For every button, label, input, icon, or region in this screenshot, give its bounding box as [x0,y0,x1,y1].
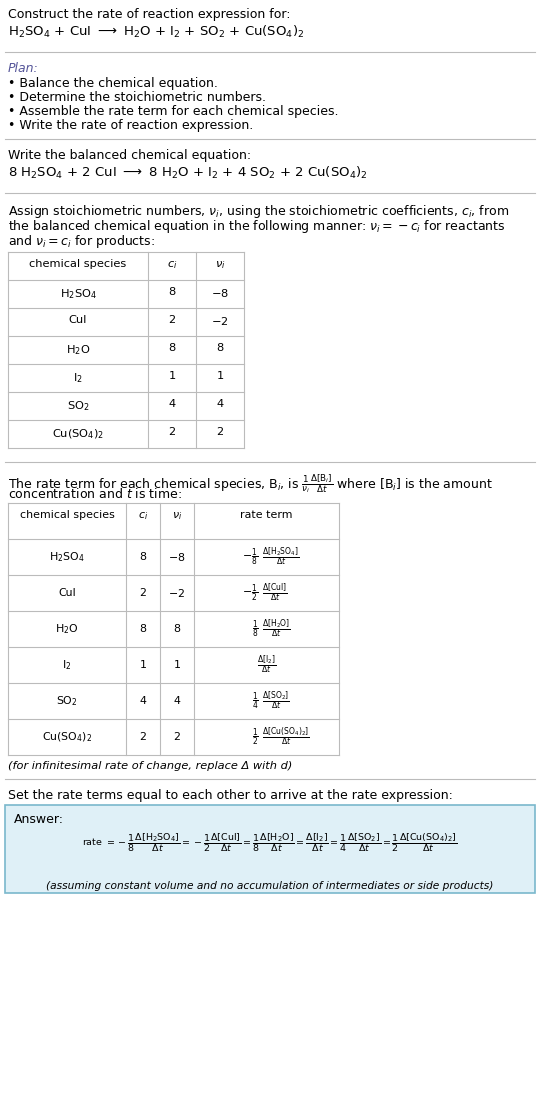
Text: 1: 1 [168,371,176,381]
Text: 8: 8 [168,287,176,297]
FancyBboxPatch shape [5,805,535,893]
Text: 2: 2 [139,588,146,598]
Text: 8: 8 [139,552,146,562]
Text: $\nu_i$: $\nu_i$ [215,259,225,271]
Text: 4: 4 [217,399,224,409]
Text: CuI: CuI [58,588,76,598]
Text: Set the rate terms equal to each other to arrive at the rate expression:: Set the rate terms equal to each other t… [8,790,453,802]
Text: $-2$: $-2$ [168,587,186,599]
Text: 2: 2 [217,427,224,437]
Text: Answer:: Answer: [14,813,64,826]
Text: $\frac{1}{8}$: $\frac{1}{8}$ [252,618,259,639]
Text: the balanced chemical equation in the following manner: $\nu_i = -c_i$ for react: the balanced chemical equation in the fo… [8,218,505,235]
Text: 8 H$_2$SO$_4$ + 2 CuI $\longrightarrow$ 8 H$_2$O + I$_2$ + 4 SO$_2$ + 2 Cu(SO$_4: 8 H$_2$SO$_4$ + 2 CuI $\longrightarrow$ … [8,165,368,181]
Text: H$_2$O: H$_2$O [66,342,90,357]
Text: 8: 8 [217,342,224,353]
Text: H$_2$SO$_4$ + CuI $\longrightarrow$ H$_2$O + I$_2$ + SO$_2$ + Cu(SO$_4$)$_2$: H$_2$SO$_4$ + CuI $\longrightarrow$ H$_2… [8,24,304,40]
Text: $\nu_i$: $\nu_i$ [172,510,182,522]
Text: and $\nu_i = c_i$ for products:: and $\nu_i = c_i$ for products: [8,234,155,250]
Text: $-8$: $-8$ [168,552,186,563]
Text: $-2$: $-2$ [211,315,229,327]
Text: $\frac{\Delta[\mathrm{H_2O}]}{\Delta t}$: $\frac{\Delta[\mathrm{H_2O}]}{\Delta t}$ [262,617,292,641]
Text: chemical species: chemical species [19,510,114,520]
Text: $\frac{\Delta[\mathrm{SO_2}]}{\Delta t}$: $\frac{\Delta[\mathrm{SO_2}]}{\Delta t}$ [262,689,291,713]
Text: I$_2$: I$_2$ [73,371,83,385]
Text: 4: 4 [173,696,180,706]
Text: Plan:: Plan: [8,62,39,75]
Text: I$_2$: I$_2$ [62,658,72,672]
Text: Cu(SO$_4$)$_2$: Cu(SO$_4$)$_2$ [42,731,92,744]
Text: 8: 8 [168,342,176,353]
Text: CuI: CuI [69,315,87,325]
Text: 2: 2 [168,427,176,437]
Text: $\frac{\Delta[\mathrm{CuI}]}{\Delta t}$: $\frac{\Delta[\mathrm{CuI}]}{\Delta t}$ [262,582,288,605]
Text: • Write the rate of reaction expression.: • Write the rate of reaction expression. [8,119,253,132]
Text: 8: 8 [173,624,180,634]
Text: Assign stoichiometric numbers, $\nu_i$, using the stoichiometric coefficients, $: Assign stoichiometric numbers, $\nu_i$, … [8,203,509,220]
Text: Write the balanced chemical equation:: Write the balanced chemical equation: [8,149,251,162]
Text: concentration and $t$ is time:: concentration and $t$ is time: [8,487,182,502]
Text: $c_i$: $c_i$ [138,510,148,522]
Text: $\frac{\Delta[\mathrm{I_2}]}{\Delta t}$: $\frac{\Delta[\mathrm{I_2}]}{\Delta t}$ [257,654,276,676]
Text: Construct the rate of reaction expression for:: Construct the rate of reaction expressio… [8,8,291,21]
Text: SO$_2$: SO$_2$ [67,399,89,413]
Text: 4: 4 [139,696,146,706]
Text: 2: 2 [168,315,176,325]
Text: rate term: rate term [240,510,293,520]
Text: 8: 8 [139,624,146,634]
Text: H$_2$SO$_4$: H$_2$SO$_4$ [49,550,85,564]
Text: $\frac{1}{2}$: $\frac{1}{2}$ [252,726,259,747]
Text: SO$_2$: SO$_2$ [56,694,78,708]
Text: (assuming constant volume and no accumulation of intermediates or side products): (assuming constant volume and no accumul… [46,881,494,891]
Text: $\frac{\Delta[\mathrm{H_2SO_4}]}{\Delta t}$: $\frac{\Delta[\mathrm{H_2SO_4}]}{\Delta … [262,546,300,568]
Text: $\frac{1}{4}$: $\frac{1}{4}$ [252,691,259,712]
Text: $-\frac{1}{2}$: $-\frac{1}{2}$ [242,583,259,604]
Text: Cu(SO$_4$)$_2$: Cu(SO$_4$)$_2$ [52,427,104,440]
Text: $c_i$: $c_i$ [167,259,177,271]
Text: H$_2$SO$_4$: H$_2$SO$_4$ [59,287,97,301]
Text: 4: 4 [168,399,176,409]
Text: 1: 1 [173,661,180,671]
Text: 2: 2 [173,732,180,742]
Text: 2: 2 [139,732,146,742]
Text: H$_2$O: H$_2$O [55,622,79,636]
Text: • Determine the stoichiometric numbers.: • Determine the stoichiometric numbers. [8,91,266,105]
Text: 1: 1 [139,661,146,671]
Text: rate $= -\dfrac{1}{8}\dfrac{\Delta[\mathrm{H_2SO_4}]}{\Delta t} = -\dfrac{1}{2}\: rate $= -\dfrac{1}{8}\dfrac{\Delta[\math… [82,832,458,854]
Text: chemical species: chemical species [29,259,126,269]
Text: 1: 1 [217,371,224,381]
Text: $-\frac{1}{8}$: $-\frac{1}{8}$ [242,546,259,568]
Text: $-8$: $-8$ [211,287,229,299]
Text: $\frac{\Delta[\mathrm{Cu(SO_4)_2}]}{\Delta t}$: $\frac{\Delta[\mathrm{Cu(SO_4)_2}]}{\Del… [262,726,310,748]
Text: • Assemble the rate term for each chemical species.: • Assemble the rate term for each chemic… [8,105,339,118]
Text: • Balance the chemical equation.: • Balance the chemical equation. [8,77,218,90]
Text: (for infinitesimal rate of change, replace Δ with d): (for infinitesimal rate of change, repla… [8,761,292,771]
Text: The rate term for each chemical species, B$_i$, is $\frac{1}{\nu_i}\frac{\Delta[: The rate term for each chemical species,… [8,471,493,495]
